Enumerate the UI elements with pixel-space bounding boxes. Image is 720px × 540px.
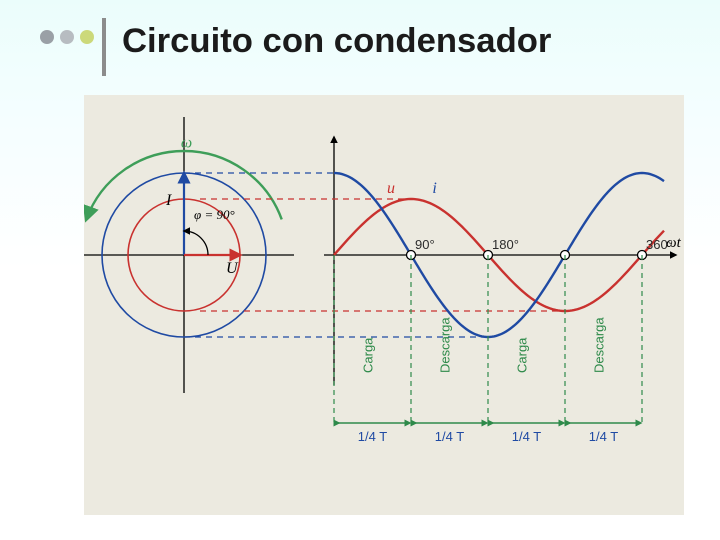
diagram: ω I U φ = 90° ωt u i: [84, 95, 684, 515]
voltage-wave-label: u: [387, 180, 395, 197]
period-fraction-label: 1/4 T: [512, 429, 541, 444]
cycle-label: Descarga: [438, 317, 453, 373]
cycle-label: Carga: [515, 337, 530, 373]
bullet-dots: [40, 30, 94, 44]
cycle-label: Carga: [361, 337, 376, 373]
figure-bg: [84, 95, 684, 515]
angle-tick-label: 180°: [492, 237, 519, 252]
accent-bar: [102, 18, 106, 76]
page-title: Circuito con condensador: [122, 22, 551, 61]
omega-label: ω: [181, 134, 192, 151]
period-fraction-label: 1/4 T: [435, 429, 464, 444]
voltage-label: U: [226, 260, 239, 277]
current-label: I: [165, 192, 172, 209]
phase-angle-label: φ = 90°: [194, 207, 235, 222]
current-wave-label: i: [432, 180, 436, 197]
period-fraction-label: 1/4 T: [358, 429, 387, 444]
cycle-label: Descarga: [592, 317, 607, 373]
angle-tick-label: 360°: [646, 237, 673, 252]
slide: Circuito con condensador sin embargo son…: [0, 0, 720, 540]
angle-tick-label: 90°: [415, 237, 435, 252]
period-fraction-label: 1/4 T: [589, 429, 618, 444]
